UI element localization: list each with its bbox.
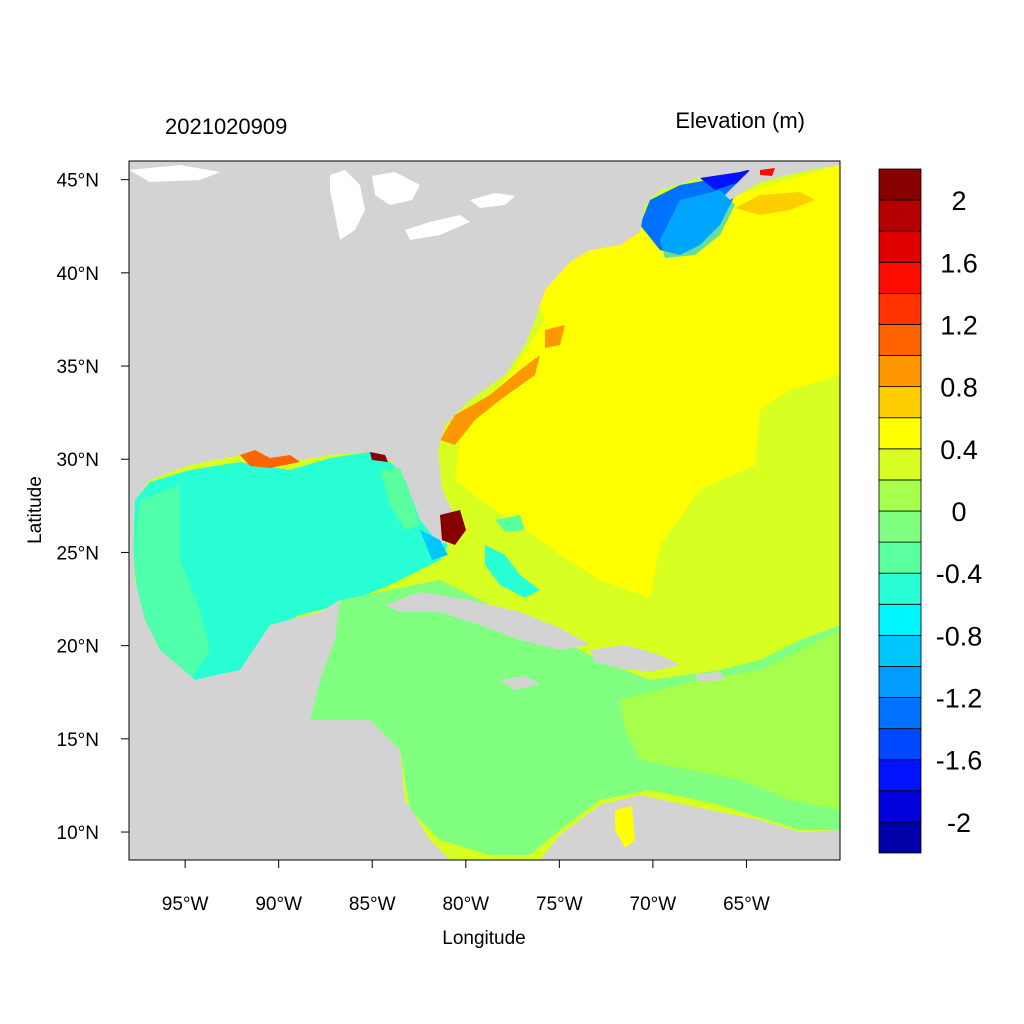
colorbar-label: 0.4 [940,435,978,465]
nova-scotia-land [725,161,840,200]
north-america-land [129,161,760,860]
scotian-shelf-anomaly [735,192,815,215]
colorbar-swatch [878,510,922,543]
colorbar-swatch [878,261,922,294]
lake-michigan [330,170,365,240]
bahamas-bank [485,545,540,598]
y-tick-label: 25°N [57,543,99,564]
lake-maracaibo [615,806,635,848]
colorbar-swatch [878,790,922,823]
colorbar-swatch [878,355,922,388]
x-tick-label: 80°W [442,894,489,915]
lake-erie [405,215,470,240]
florida-surge [440,510,466,545]
x-tick-label: 65°W [723,894,770,915]
colorbar-swatch [878,199,922,232]
colorbar-swatch [878,541,922,574]
colorbar-swatch [878,168,922,201]
map-panel [129,161,840,860]
y-tick-label: 20°N [57,637,99,658]
caribbean-sea [310,580,840,855]
y-tick-label: 40°N [57,264,99,285]
x-tick-label: 95°W [162,894,209,915]
colorbar-swatch [878,666,922,698]
florida-bay-anomaly [420,530,448,560]
y-tick-label: 10°N [57,823,99,844]
colorbar-label: -2 [947,808,971,838]
colorbar-swatch [878,417,922,450]
colorbar-swatch [878,603,922,636]
lake-superior [129,165,220,182]
y-tick-label: 30°N [57,450,99,471]
colorbar-label: 0 [951,497,966,527]
colorbar-label: -1.6 [936,746,983,776]
se-coast-surge [440,355,540,445]
x-tick-label: 85°W [349,894,396,915]
colorbar-swatch [878,292,922,325]
variable-label: Elevation (m) [675,108,805,133]
colorbar-swatch [878,759,922,792]
colorbar-swatch [878,324,922,356]
gulf-of-mexico [133,452,448,680]
colorbar-swatch [878,479,922,512]
cuba-land [385,592,590,650]
bay-of-fundy-anomaly [700,168,755,190]
x-tick-label: 70°W [630,894,677,915]
x-tick-label: 75°W [536,894,583,915]
y-tick-label: 15°N [57,730,99,751]
colorbar-label: -0.8 [936,621,983,651]
colorbar-labels: 2 1.6 1.2 0.8 0.4 0 -0.4 -0.8 -1.2 -1.6 -2 [936,186,983,838]
colorbar-swatch [878,230,922,263]
y-tick-label: 35°N [57,357,99,378]
x-axis-title: Longitude [442,928,525,949]
x-axis: 95°W 90°W 85°W 80°W 75°W 70°W 65°W [162,860,770,915]
colorbar [878,168,922,854]
map-frame [128,160,841,861]
y-tick-label: 45°N [57,171,99,192]
lake-ontario [470,193,515,208]
y-axis-title: Latitude [25,476,46,544]
colorbar-swatch [878,572,922,605]
y-axis: 45°N 40°N 35°N 30°N 25°N 20°N 15°N 10°N [57,171,129,844]
colorbar-swatch [878,697,922,730]
colorbar-swatch [878,821,922,854]
colorbar-label: -1.2 [936,684,983,714]
colorbar-swatch [878,728,922,761]
x-tick-label: 90°W [255,894,302,915]
louisiana-coast-surge [240,450,300,468]
lake-huron [372,172,420,205]
colorbar-swatch [878,634,922,667]
eastern-caribbean [620,630,840,810]
colorbar-label: 2 [951,186,966,216]
hispaniola-land [590,645,680,672]
colorbar-swatch [878,448,922,481]
puerto-rico-land [695,672,725,682]
colorbar-label: 1.6 [940,248,978,278]
colorbar-swatch [878,386,922,419]
colorbar-label: -0.4 [936,559,983,589]
colorbar-label: 0.8 [940,373,978,403]
jamaica-land [500,676,540,690]
colorbar-label: 1.2 [940,310,978,340]
timestamp-label: 2021020909 [165,114,287,139]
